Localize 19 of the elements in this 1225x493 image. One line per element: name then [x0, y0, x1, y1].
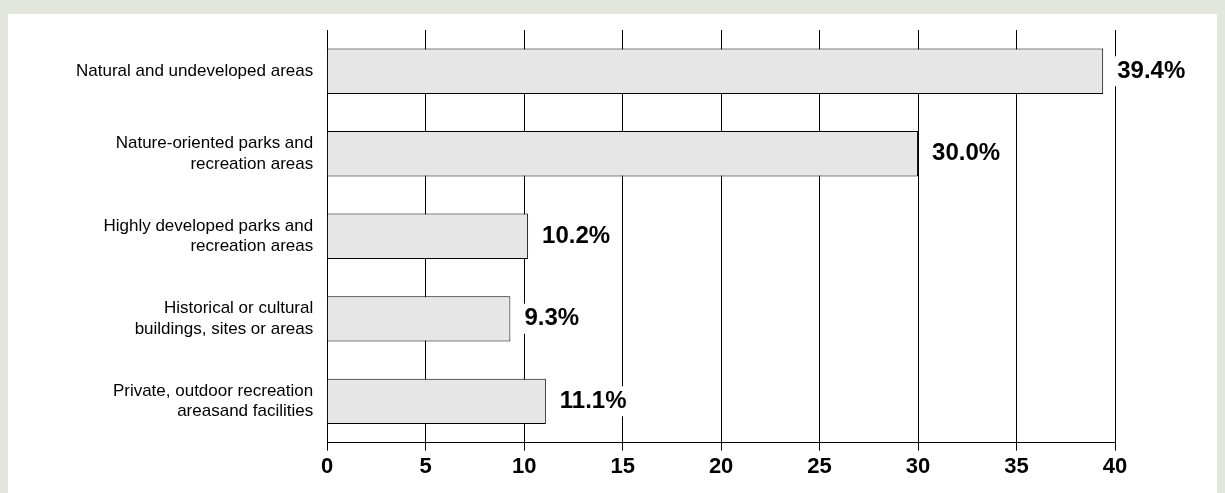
- x-tick-label: 15: [610, 452, 635, 478]
- data-label: 30.0%: [932, 138, 1001, 166]
- data-label: 9.3%: [524, 303, 580, 331]
- y-tick-label: Highly developed parks and recreation areas: [103, 215, 314, 256]
- y-tick-label: Nature-oriented parks and recreation areas: [115, 133, 314, 173]
- y-tick-label: Historical or cultural buildings, sites or areas: [134, 298, 314, 338]
- x-tick-label: 5: [419, 452, 432, 478]
- x-tick-label: 20: [708, 452, 734, 478]
- y-tick-label: Natural and undeveloped areas: [75, 60, 314, 80]
- data-label: 10.2%: [542, 220, 611, 248]
- data-label: 11.1%: [559, 385, 627, 413]
- x-tick-label: 0: [321, 452, 334, 478]
- x-tick-label: 10: [511, 452, 537, 478]
- x-tick-label: 30: [905, 452, 931, 478]
- x-tick-label: 40: [1102, 452, 1128, 478]
- data-label: 39.4%: [1117, 55, 1186, 83]
- x-tick-label: 25: [807, 452, 832, 478]
- y-tick-label: Private, outdoor recreation areasand facilities: [112, 380, 314, 421]
- x-tick-label: 35: [1004, 452, 1029, 478]
